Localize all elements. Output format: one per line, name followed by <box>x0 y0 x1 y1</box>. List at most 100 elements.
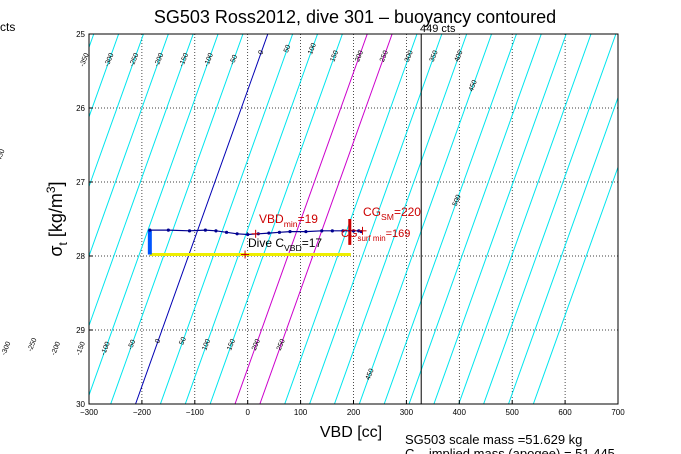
contour-label: 0 <box>258 49 266 55</box>
x-tick-label: 500 <box>506 408 520 417</box>
y-tick-label: 26 <box>76 104 85 113</box>
contour-label: 300 <box>404 50 415 64</box>
contour-line <box>159 34 294 404</box>
contour-label: 250 <box>276 338 287 352</box>
contour-line <box>135 34 269 404</box>
axis-ticks: −300 −200 −100 0 100 200 300 400 500 600 700252627… <box>76 30 625 417</box>
x-tick-label: 0 <box>245 408 250 417</box>
contour-line <box>209 34 343 404</box>
contour-label: -250 <box>129 52 141 68</box>
dive-profile-point <box>267 231 271 235</box>
x-tick-label: 100 <box>294 408 308 417</box>
contour-line <box>383 34 517 404</box>
contour-line <box>110 34 244 404</box>
x-tick-label: −100 <box>186 408 205 417</box>
contour-line <box>89 34 144 188</box>
contour-label: 50 <box>283 44 292 54</box>
dive-profile-point <box>351 229 356 233</box>
contour-line <box>532 165 618 404</box>
dive-profile-point <box>341 229 345 233</box>
x-tick-label: 600 <box>558 408 572 417</box>
contour-label: -250 <box>27 337 39 353</box>
contour-label: -400 <box>0 230 2 246</box>
x-axis-label: VBD [cc] <box>320 424 382 441</box>
contour-line <box>333 34 468 404</box>
dive-profile-point <box>166 228 170 232</box>
contour-label: 400 <box>454 50 465 64</box>
contour-label: 100 <box>307 42 318 56</box>
contour-line <box>259 34 393 404</box>
x-tick-label: −200 <box>133 408 152 417</box>
dive-profile-point <box>148 228 152 232</box>
cg-surf-annotation: CGsurf min=169 <box>341 228 410 243</box>
annotations: VBDmin=19 CGSM=220 CGsurf min=169 Dive CVBD… <box>248 23 456 253</box>
dive-profile-point <box>187 229 192 233</box>
dive-profile-point <box>246 232 250 237</box>
y-axis-label: σt [kg/m3] <box>44 181 70 256</box>
plot-area <box>89 34 618 404</box>
contour-label: -100 <box>100 341 112 357</box>
contour-label: 0 <box>154 338 162 344</box>
contour-label: 450 <box>365 368 376 382</box>
footer-scale-mass: SG503 scale mass =51.629 kg <box>405 432 582 447</box>
contour-label: -50 <box>229 54 239 66</box>
contour-line <box>234 34 368 404</box>
contour-label: -300 <box>1 341 13 357</box>
dive-profile-point <box>320 229 324 233</box>
clipped-left-label: cts <box>0 20 15 34</box>
dive-profile-point <box>288 229 292 234</box>
contour-labels: -350 -300 -250 -200 -150 -100 -50 0 50 100 150 200 2… <box>0 42 479 381</box>
contour-line <box>89 34 219 397</box>
contour-label: -50 <box>127 339 137 351</box>
y-tick-label: 29 <box>76 326 85 335</box>
cts-annotation: 449 cts <box>420 23 456 35</box>
cg-sm-annotation: CGSM=220 <box>363 205 421 222</box>
dive-profile-point <box>224 230 229 234</box>
contour-line <box>358 34 493 404</box>
contour-line <box>458 34 592 404</box>
dive-profile-point <box>203 228 207 232</box>
contour-line <box>89 34 169 258</box>
y-tick-label: 30 <box>76 400 85 409</box>
contour-label: -450 <box>0 148 7 164</box>
contour-line <box>483 34 617 404</box>
dive-series <box>147 34 422 404</box>
contour-line <box>89 34 194 328</box>
x-tick-label: 400 <box>453 408 467 417</box>
contour-label: -200 <box>50 341 62 357</box>
x-tick-label: −300 <box>80 408 99 417</box>
contour-label: 100 <box>201 338 212 352</box>
contour-label: -200 <box>154 52 166 68</box>
x-tick-label: 700 <box>611 408 625 417</box>
contour-label: 150 <box>329 50 340 64</box>
contour-label: -350 <box>79 52 91 68</box>
contour-label: -150 <box>178 52 190 68</box>
chart-title: SG503 Ross2012, dive 301 – buoyancy cont… <box>154 7 556 27</box>
dive-profile-point <box>277 230 282 234</box>
contour-label: -100 <box>203 52 215 68</box>
footer-implied-mass: C... implied mass (apogee) = 51.445 <box>405 446 615 454</box>
contour-line <box>184 34 318 404</box>
y-tick-label: 27 <box>76 178 85 187</box>
contour-line <box>433 34 567 404</box>
x-tick-label: 200 <box>347 408 361 417</box>
contour-label: 250 <box>379 50 390 64</box>
dive-profile-point <box>235 232 239 236</box>
y-tick-label: 25 <box>76 30 85 39</box>
contour-line <box>89 34 120 119</box>
contour-label: 50 <box>179 336 188 346</box>
contour-label: -300 <box>104 52 116 68</box>
contour-label: 350 <box>429 50 440 64</box>
contour-label: -150 <box>75 341 87 357</box>
contour-label: 200 <box>251 338 262 352</box>
contour-label: 150 <box>226 338 237 352</box>
x-tick-label: 300 <box>400 408 414 417</box>
contour-label: 450 <box>468 79 479 93</box>
dive-profile-point <box>330 229 334 233</box>
y-tick-label: 28 <box>76 252 85 261</box>
vbd-min-annotation: VBDmin=19 <box>259 212 318 229</box>
contour-line <box>309 34 443 404</box>
contour-label: 200 <box>354 50 365 64</box>
contour-line <box>408 34 542 404</box>
